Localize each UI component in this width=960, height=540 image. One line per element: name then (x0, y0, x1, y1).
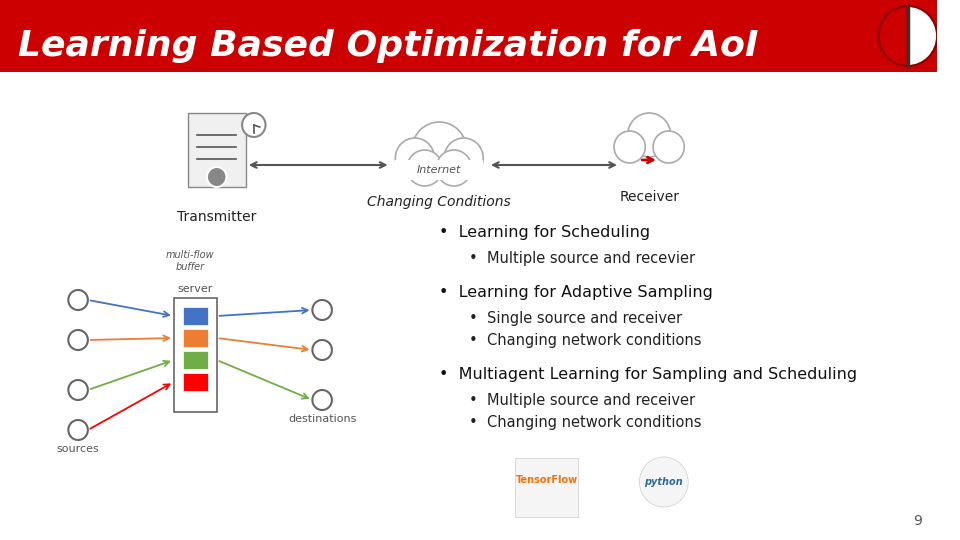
Text: server: server (178, 284, 213, 294)
Text: •  Changing network conditions: • Changing network conditions (468, 333, 701, 348)
Text: •  Single source and receiver: • Single source and receiver (468, 311, 682, 326)
Circle shape (396, 138, 434, 178)
Circle shape (68, 420, 88, 440)
FancyBboxPatch shape (188, 113, 246, 187)
Circle shape (242, 113, 266, 137)
Circle shape (444, 138, 483, 178)
FancyBboxPatch shape (0, 0, 937, 72)
Text: •  Learning for Scheduling: • Learning for Scheduling (440, 225, 651, 240)
Circle shape (312, 390, 332, 410)
Text: Internet: Internet (417, 165, 462, 175)
Text: Receiver: Receiver (619, 190, 679, 204)
FancyBboxPatch shape (182, 307, 208, 325)
Circle shape (207, 167, 227, 187)
Circle shape (628, 113, 671, 157)
Text: 9: 9 (914, 514, 923, 528)
Circle shape (878, 6, 937, 66)
Circle shape (407, 150, 443, 186)
Wedge shape (908, 6, 937, 66)
Text: •  Learning for Adaptive Sampling: • Learning for Adaptive Sampling (440, 285, 713, 300)
FancyBboxPatch shape (396, 160, 483, 180)
Text: Transmitter: Transmitter (177, 210, 256, 224)
Circle shape (312, 300, 332, 320)
Text: python: python (644, 477, 684, 487)
FancyBboxPatch shape (182, 351, 208, 369)
Text: •  Multiple source and receiver: • Multiple source and receiver (468, 393, 695, 408)
Text: TensorFlow: TensorFlow (516, 475, 578, 485)
Circle shape (639, 457, 688, 507)
Text: •  Multiagent Learning for Sampling and Scheduling: • Multiagent Learning for Sampling and S… (440, 367, 857, 382)
Circle shape (412, 122, 467, 178)
FancyBboxPatch shape (174, 298, 217, 412)
Circle shape (68, 330, 88, 350)
FancyBboxPatch shape (516, 458, 578, 517)
Text: multi-flow
buffer: multi-flow buffer (166, 251, 215, 272)
Text: •  Multiple source and recevier: • Multiple source and recevier (468, 251, 695, 266)
Circle shape (437, 150, 471, 186)
Circle shape (653, 131, 684, 163)
Circle shape (312, 340, 332, 360)
FancyBboxPatch shape (182, 373, 208, 391)
Circle shape (68, 290, 88, 310)
Text: •  Changing network conditions: • Changing network conditions (468, 415, 701, 430)
Text: Changing Conditions: Changing Conditions (368, 195, 511, 209)
Text: sources: sources (57, 444, 100, 454)
Text: destinations: destinations (288, 414, 356, 424)
Text: Learning Based Optimization for AoI: Learning Based Optimization for AoI (17, 29, 758, 63)
FancyBboxPatch shape (182, 329, 208, 347)
Circle shape (614, 131, 645, 163)
Circle shape (68, 380, 88, 400)
